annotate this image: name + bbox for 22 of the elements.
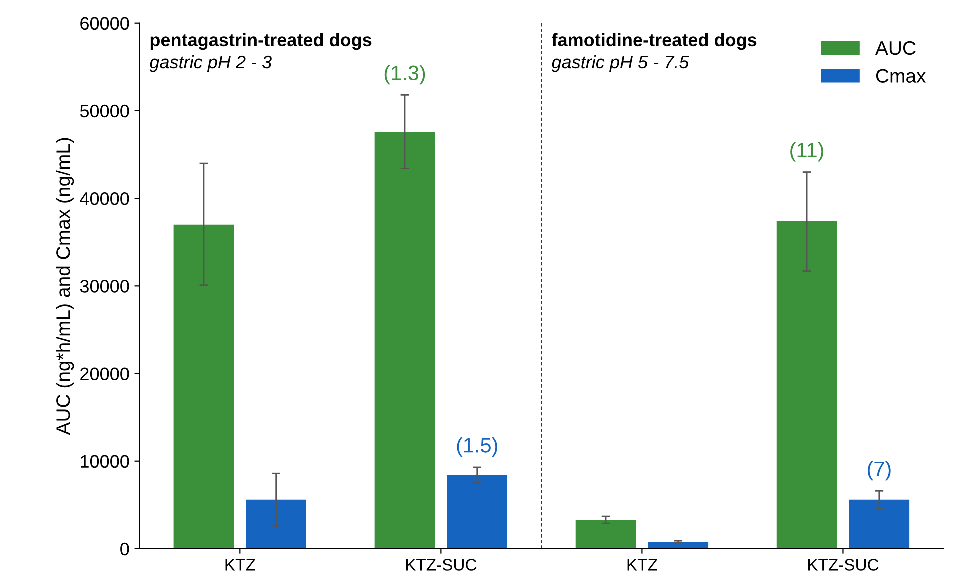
x-tick-label: KTZ <box>628 559 658 571</box>
annotation: famotidine-treated dogs <box>552 33 757 50</box>
x-tick-label: KTZ-SUC <box>406 559 477 571</box>
annotation: (1.3) <box>384 65 426 85</box>
x-tick-label: KTZ <box>226 559 256 571</box>
x-tick-label: KTZ-SUC <box>808 559 879 571</box>
y-tick-label: 30000 <box>80 280 130 293</box>
y-tick-label: 0 <box>120 542 130 556</box>
y-tick-label: 10000 <box>81 455 130 468</box>
annotation: (11) <box>790 142 824 162</box>
legend-label: Cmax <box>876 69 926 83</box>
y-axis-title: AUC (ng*h/mL) and Cmax (ng/mL) <box>56 138 74 436</box>
y-tick-label: 20000 <box>80 368 130 380</box>
annotation: pentagastrin-treated dogs <box>150 33 372 50</box>
y-tick-label: 40000 <box>80 192 130 206</box>
annotation: gastric pH 5 - 7.5 <box>552 55 690 72</box>
annotation: (1.5) <box>457 438 498 457</box>
annotation: gastric pH 2 - 3 <box>150 55 272 72</box>
y-tick-label: 60000 <box>80 17 130 30</box>
annotation: (7) <box>868 461 891 481</box>
y-tick-label: 50000 <box>80 104 130 118</box>
legend-label: AUC <box>876 41 916 56</box>
